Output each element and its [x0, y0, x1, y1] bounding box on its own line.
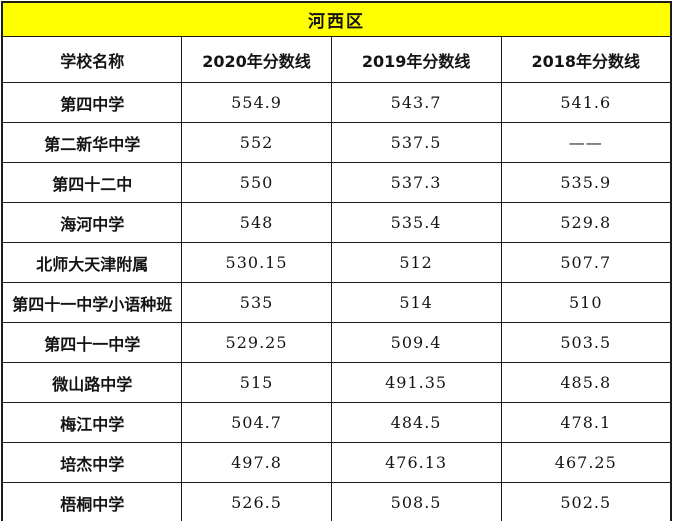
score-2019-cell: 537.3 [330, 162, 502, 203]
score-2019-cell: 484.5 [330, 402, 502, 443]
score-2018-cell: 478.1 [500, 402, 672, 443]
column-header-2019-score: 2019年分数线 [330, 36, 502, 83]
score-2020-cell: 529.25 [181, 322, 332, 363]
table-row: 梧桐中学 526.5 508.5 502.5 [1, 482, 672, 521]
table-row: 北师大天津附属 530.15 512 507.7 [1, 242, 672, 283]
school-name-cell: 第二新华中学 [1, 122, 183, 163]
table-row: 第四十一中学 529.25 509.4 503.5 [1, 322, 672, 363]
school-name-cell: 第四十二中 [1, 162, 183, 203]
score-2018-cell: 507.7 [500, 242, 672, 283]
school-name-cell: 第四十一中学小语种班 [1, 282, 183, 323]
school-name-cell: 第四中学 [1, 82, 183, 123]
score-2020-cell: 554.9 [181, 82, 332, 123]
score-2019-cell: 535.4 [330, 202, 502, 243]
score-2020-cell: 526.5 [181, 482, 332, 521]
table-row: 海河中学 548 535.4 529.8 [1, 202, 672, 243]
table-body: 第四中学 554.9 543.7 541.6 第二新华中学 552 537.5 —— 第四十二中… [1, 82, 672, 521]
score-2018-cell: 510 [500, 282, 672, 323]
table-row: 第四十二中 550 537.3 535.9 [1, 162, 672, 203]
column-header-2018-score: 2018年分数线 [500, 36, 672, 83]
score-2018-cell: 535.9 [500, 162, 672, 203]
score-2019-cell: 537.5 [330, 122, 502, 163]
score-2020-cell: 504.7 [181, 402, 332, 443]
score-2020-cell: 552 [181, 122, 332, 163]
table-row: 梅江中学 504.7 484.5 478.1 [1, 402, 672, 443]
score-2018-cell: 541.6 [500, 82, 672, 123]
column-header-2020-score: 2020年分数线 [181, 36, 332, 83]
table-row: 微山路中学 515 491.35 485.8 [1, 362, 672, 403]
score-2019-cell: 509.4 [330, 322, 502, 363]
table-row: 第四十一中学小语种班 535 514 510 [1, 282, 672, 323]
school-name-cell: 梅江中学 [1, 402, 183, 443]
score-2019-cell: 508.5 [330, 482, 502, 521]
score-2019-cell: 543.7 [330, 82, 502, 123]
school-name-cell: 北师大天津附属 [1, 242, 183, 283]
score-2018-cell: 485.8 [500, 362, 672, 403]
score-2020-cell: 515 [181, 362, 332, 403]
header-row: 学校名称 2020年分数线 2019年分数线 2018年分数线 [1, 36, 672, 83]
table-row: 第二新华中学 552 537.5 —— [1, 122, 672, 163]
score-2018-cell: 503.5 [500, 322, 672, 363]
score-2018-cell: 467.25 [500, 442, 672, 483]
score-2020-cell: 497.8 [181, 442, 332, 483]
title-row: 河西区 [1, 1, 672, 37]
school-name-cell: 培杰中学 [1, 442, 183, 483]
score-2019-cell: 512 [330, 242, 502, 283]
table-row: 培杰中学 497.8 476.13 467.25 [1, 442, 672, 483]
school-name-cell: 海河中学 [1, 202, 183, 243]
score-2018-cell: —— [500, 122, 672, 163]
score-2020-cell: 535 [181, 282, 332, 323]
school-name-cell: 微山路中学 [1, 362, 183, 403]
score-2018-cell: 502.5 [500, 482, 672, 521]
score-2020-cell: 530.15 [181, 242, 332, 283]
column-header-school-name: 学校名称 [1, 36, 183, 83]
school-name-cell: 第四十一中学 [1, 322, 183, 363]
score-2018-cell: 529.8 [500, 202, 672, 243]
district-title: 河西区 [1, 1, 672, 37]
score-2020-cell: 550 [181, 162, 332, 203]
school-name-cell: 梧桐中学 [1, 482, 183, 521]
score-2019-cell: 476.13 [330, 442, 502, 483]
score-2019-cell: 514 [330, 282, 502, 323]
score-2019-cell: 491.35 [330, 362, 502, 403]
score-2020-cell: 548 [181, 202, 332, 243]
table-row: 第四中学 554.9 543.7 541.6 [1, 82, 672, 123]
